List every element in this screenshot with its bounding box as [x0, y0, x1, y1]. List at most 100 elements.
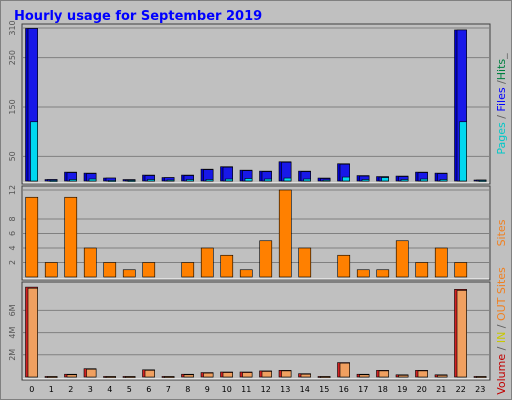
bar-sites-6: [142, 262, 156, 278]
bar-pages-3: [88, 178, 97, 182]
x-tick-label: 8: [185, 385, 190, 394]
panel-area: [21, 281, 491, 381]
y-tick-label: 2: [8, 260, 17, 265]
bar-pages-2: [69, 179, 77, 182]
y-tick-label: 50: [8, 151, 17, 161]
x-tick-label: 15: [319, 385, 329, 394]
bar-out-19: [398, 375, 409, 378]
x-tick-label: 2: [68, 385, 73, 394]
x-tick-label: 16: [339, 385, 349, 394]
x-tick-label: 21: [436, 385, 446, 394]
x-tick-label: 5: [127, 385, 132, 394]
bar-pages-13: [283, 177, 292, 182]
legend-part: /: [495, 321, 508, 332]
bar-sites-1: [44, 262, 58, 278]
y-tick-label: 6: [8, 231, 17, 236]
chart-title: Hourly usage for September 2019: [14, 9, 262, 24]
x-tick-label: 13: [280, 385, 290, 394]
bar-sites-19: [395, 240, 409, 278]
bar-pages-22: [459, 121, 467, 182]
bar-out-6: [144, 370, 155, 378]
x-tick-label: 4: [107, 385, 112, 394]
bar-out-20: [417, 370, 428, 378]
bar-sites-17: [356, 269, 370, 278]
bar-out-0: [27, 287, 38, 378]
bar-pages-20: [420, 178, 428, 182]
y-tick-label: 4: [8, 245, 17, 250]
bar-sites-22: [454, 262, 468, 278]
bar-out-1: [47, 376, 58, 378]
legend-part: IN: [495, 332, 508, 343]
bar-pages-9: [205, 179, 214, 182]
x-tick-label: 0: [29, 385, 34, 394]
series-pages: [30, 121, 487, 182]
bar-pages-0: [30, 121, 38, 182]
bar-pages-6: [147, 179, 155, 182]
x-tick-label: 20: [417, 385, 427, 394]
legend-part: Hits: [495, 59, 508, 81]
bar-out-23: [476, 376, 487, 378]
bar-pages-19: [400, 179, 409, 182]
bar-out-15: [320, 376, 331, 378]
bar-sites-16: [337, 254, 351, 278]
bar-pages-15: [322, 179, 331, 182]
panel-volume: 2M 4M 6M Volume / IN / OUT Sites: [8, 267, 508, 395]
bar-pages-5: [127, 180, 136, 182]
x-tick-label: 7: [166, 385, 171, 394]
y-tick-label: 8: [8, 216, 17, 221]
legend-part: Pages: [495, 122, 508, 155]
x-tick-label: 14: [300, 385, 310, 394]
bar-pages-17: [361, 179, 370, 182]
x-tick-label: 19: [397, 385, 407, 394]
side-legend-pages-files-hits: Pages / Files /Hits_: [495, 53, 508, 155]
x-tick-label: 23: [475, 385, 485, 394]
bar-pages-11: [244, 178, 253, 182]
y-tick-label: 310: [8, 20, 17, 35]
legend-part: /: [495, 80, 508, 87]
legend-part: OUT: [495, 297, 508, 321]
bar-sites-12: [259, 240, 273, 278]
bar-out-17: [359, 374, 370, 378]
x-tick-label: 12: [261, 385, 271, 394]
legend-part: Sites: [495, 219, 508, 246]
bar-sites-13: [278, 189, 292, 278]
bar-sites-3: [83, 247, 97, 278]
bar-out-22: [456, 290, 467, 378]
bar-sites-21: [434, 247, 448, 278]
bar-out-8: [183, 374, 194, 378]
bar-out-7: [164, 376, 175, 378]
bar-sites-4: [103, 262, 117, 278]
bar-pages-16: [342, 176, 350, 182]
x-tick-label: 3: [88, 385, 93, 394]
bar-out-18: [378, 370, 389, 378]
y-tick-label: 12: [8, 185, 17, 195]
bar-sites-9: [200, 247, 214, 278]
x-tick-label: 18: [378, 385, 388, 394]
bar-pages-14: [303, 178, 311, 182]
panel-sites: 2 4 6 8 12 Sites: [8, 185, 508, 281]
legend-part: Files: [495, 87, 508, 111]
y-tick-label: 4M: [8, 327, 17, 339]
bar-pages-21: [439, 179, 448, 182]
bar-out-16: [339, 362, 350, 378]
bar-sites-2: [64, 196, 78, 278]
bar-sites-14: [298, 247, 312, 278]
bar-sites-0: [25, 196, 39, 278]
x-tick-label: 10: [222, 385, 232, 394]
side-legend-volume: Volume / IN / OUT Sites: [495, 267, 508, 395]
legend-part: /: [495, 343, 508, 354]
x-tick-label: 6: [146, 385, 151, 394]
bar-out-12: [261, 371, 272, 378]
bar-sites-20: [415, 262, 429, 278]
bar-pages-23: [478, 180, 487, 182]
bar-pages-8: [186, 179, 194, 182]
y-tick-label: 6M: [8, 304, 17, 316]
bar-pages-4: [108, 180, 116, 182]
bar-sites-18: [376, 269, 390, 278]
legend-part: /: [495, 112, 508, 123]
side-legend-sites: Sites: [495, 219, 508, 246]
legend-part: Sites: [495, 267, 508, 298]
bar-out-11: [242, 372, 253, 378]
